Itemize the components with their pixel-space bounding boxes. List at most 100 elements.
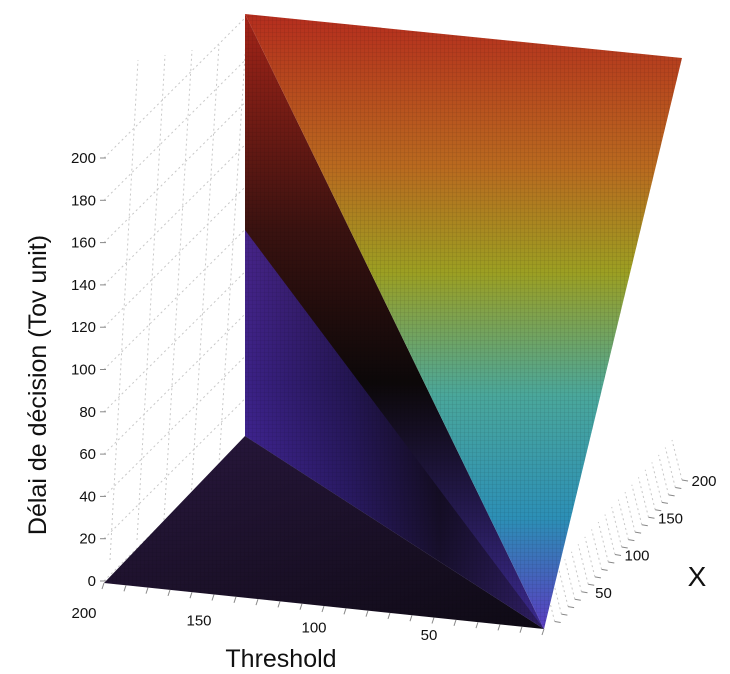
threshold-minor-tick [365, 610, 369, 617]
z-grid-line [103, 102, 246, 243]
back-grid-line [163, 49, 193, 521]
x-minor-tick [661, 501, 668, 504]
x-tick-label: 100 [624, 548, 649, 565]
z-grid-line [103, 229, 246, 370]
x-grid-line [577, 544, 589, 585]
x-minor-tick [561, 613, 568, 616]
back-grid-line [136, 54, 166, 541]
x-grid-line [584, 536, 596, 577]
x-grid-line [550, 573, 562, 615]
x-grid-line [638, 477, 649, 518]
x-grid-line [624, 492, 636, 533]
x-minor-tick [614, 554, 622, 556]
threshold-tick-label: 200 [71, 605, 96, 622]
threshold-minor-tick [255, 598, 259, 606]
x-minor-tick [621, 546, 628, 549]
z-tick-label: 160 [71, 235, 96, 252]
x-grid-line [658, 454, 670, 496]
z-grid-line [103, 17, 246, 159]
x-minor-tick [681, 479, 689, 482]
z-tick-label: 140 [71, 277, 96, 294]
x-tick-label: 50 [595, 585, 612, 602]
threshold-tick-label: 50 [421, 627, 438, 644]
threshold-minor-tick [189, 592, 193, 599]
threshold-minor-tick [387, 612, 391, 620]
x-grid-line [557, 566, 569, 607]
x-grid-line [597, 521, 609, 563]
x-minor-tick [554, 621, 561, 624]
z-grid-line [103, 356, 246, 497]
z-tick-label: 20 [79, 531, 96, 548]
threshold-minor-tick [497, 624, 501, 631]
x-minor-tick [588, 583, 595, 586]
threshold-minor-tick [343, 608, 347, 615]
x-minor-tick [601, 568, 608, 571]
surface-mesh-overlay [104, 14, 682, 629]
z-grid-line [103, 271, 246, 413]
x-minor-tick [641, 524, 648, 527]
x-grid-line [571, 551, 582, 592]
threshold-minor-tick [101, 582, 105, 590]
z-tick-label: 60 [79, 446, 96, 463]
axis-title-y: X [688, 561, 707, 592]
threshold-minor-tick [519, 626, 523, 633]
x-grid-line [617, 499, 629, 540]
x-minor-tick [574, 598, 581, 601]
threshold-minor-tick [541, 628, 545, 636]
x-tick-label: 150 [658, 510, 683, 527]
x-minor-tick [675, 486, 682, 489]
x-minor-tick [568, 606, 575, 609]
threshold-minor-tick [409, 615, 413, 622]
back-grid-line [190, 44, 220, 501]
z-tick-label: 200 [71, 150, 96, 167]
z-grid-line [103, 144, 246, 286]
x-grid-line [604, 514, 616, 555]
axis-title-z: Délai de décision (Tov unit) [24, 235, 52, 535]
x-grid-line [651, 462, 663, 503]
z-tick-label: 40 [79, 488, 96, 505]
surface-mesh [104, 14, 682, 629]
x-minor-tick [608, 561, 615, 564]
x-minor-tick [655, 509, 662, 512]
threshold-tick-label: 100 [301, 620, 326, 637]
x-tick-label: 200 [691, 473, 716, 490]
back-grid-line [217, 39, 247, 481]
x-minor-tick [628, 539, 635, 542]
z-grid-line [103, 186, 246, 328]
threshold-minor-tick [453, 619, 457, 626]
x-minor-tick [668, 494, 675, 497]
grid-lines [103, 17, 683, 622]
z-tick-label: 180 [71, 192, 96, 209]
back-grid-line [109, 59, 139, 561]
threshold-minor-tick [277, 601, 281, 608]
x-minor-tick [648, 516, 655, 519]
threshold-minor-tick [211, 594, 215, 601]
z-tick-label: 120 [71, 319, 96, 336]
threshold-minor-tick [431, 617, 435, 624]
x-grid-line [591, 529, 603, 570]
threshold-minor-tick [145, 587, 149, 594]
x-grid-line [611, 506, 623, 548]
threshold-minor-tick [123, 585, 127, 592]
x-grid-line [664, 447, 676, 488]
z-tick-label: 0 [88, 573, 96, 590]
x-grid-line [564, 559, 576, 600]
x-grid-line [671, 439, 683, 481]
threshold-minor-tick [167, 589, 171, 597]
threshold-minor-tick [475, 621, 479, 629]
z-tick-label: 100 [71, 362, 96, 379]
threshold-minor-tick [233, 596, 237, 603]
x-minor-tick [594, 576, 601, 579]
threshold-tick-label: 150 [186, 612, 211, 629]
axis-title-x: Threshold [225, 645, 336, 673]
axis-ticks: 0 20 40 60 80 100 120 140 160 180 200 200 150 100 50 50… [71, 150, 717, 644]
threshold-minor-tick [321, 605, 325, 613]
x-minor-tick [581, 591, 588, 594]
x-minor-tick [635, 531, 642, 534]
z-grid-line [103, 398, 246, 540]
x-grid-line [631, 484, 643, 525]
z-grid-line [103, 313, 246, 455]
z-grid-line [103, 59, 246, 201]
x-grid-line [644, 469, 656, 510]
